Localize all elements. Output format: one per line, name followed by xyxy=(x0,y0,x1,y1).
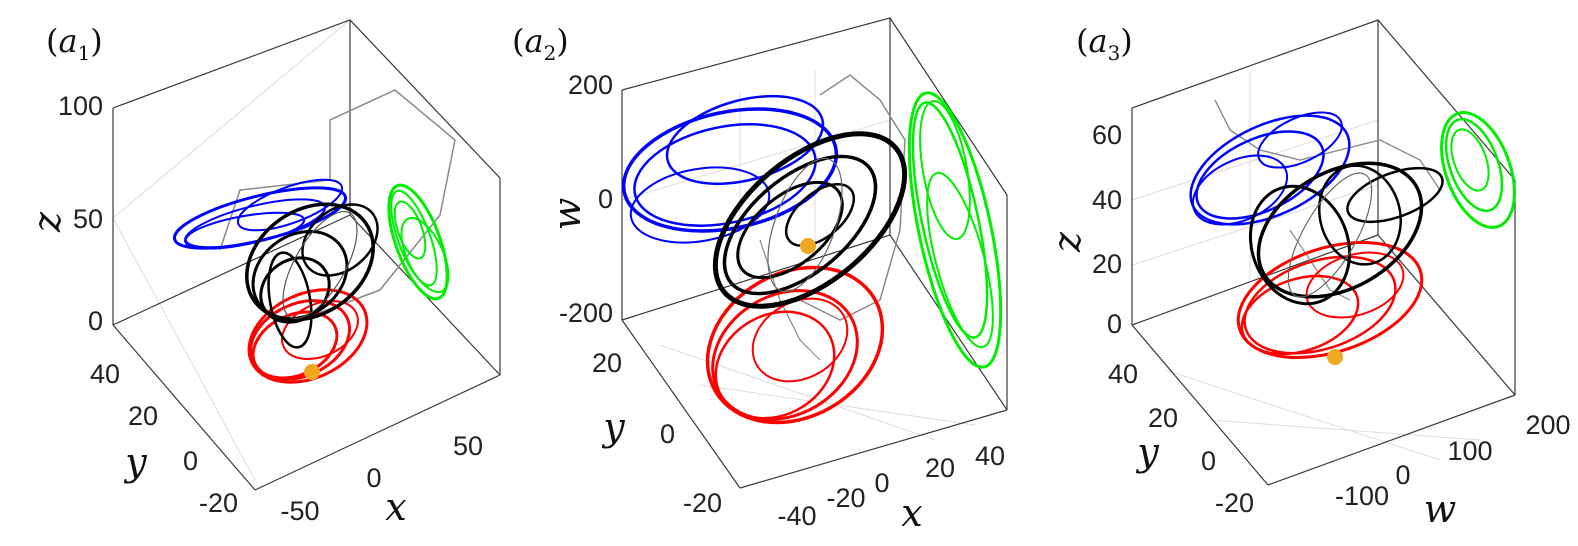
svg-text:20: 20 xyxy=(128,401,158,431)
svg-text:0: 0 xyxy=(183,446,198,476)
traj-black-a2 xyxy=(712,131,908,309)
svg-text:-20: -20 xyxy=(826,483,865,513)
marker-point-a2 xyxy=(800,238,816,254)
y-ticks-a2: 20 0 -20 xyxy=(592,348,722,518)
svg-text:20: 20 xyxy=(925,453,955,483)
svg-text:200: 200 xyxy=(568,70,613,100)
marker-point-a3 xyxy=(1327,349,1343,365)
w-axis-label-a3: w xyxy=(1424,487,1457,531)
svg-text:100: 100 xyxy=(1447,436,1492,466)
svg-text:50: 50 xyxy=(73,204,103,234)
y-ticks-a3: 40 20 0 -20 xyxy=(1108,359,1254,518)
y-axis-label-a2: y xyxy=(601,405,625,449)
svg-text:40: 40 xyxy=(975,441,1005,471)
z-axis-label-a1: z xyxy=(25,211,69,233)
connector-a1 xyxy=(219,89,456,321)
svg-text:40: 40 xyxy=(1108,359,1138,389)
axis-box-a3 xyxy=(1131,19,1516,486)
svg-text:60: 60 xyxy=(1092,120,1122,150)
x-axis-label-a2: x xyxy=(901,491,922,535)
traj-green-a1 xyxy=(387,183,450,301)
svg-text:-40: -40 xyxy=(777,501,816,531)
panel-label-a3: (a3) xyxy=(1076,22,1133,65)
svg-text:-100: -100 xyxy=(1335,481,1389,511)
svg-text:0: 0 xyxy=(660,419,675,449)
svg-text:40: 40 xyxy=(90,359,120,389)
axis-box-a1 xyxy=(112,19,501,491)
svg-text:-50: -50 xyxy=(280,496,319,526)
w-axis-label-a2: w xyxy=(545,198,589,231)
svg-text:200: 200 xyxy=(1525,410,1570,440)
x-ticks-a2: -40 -20 0 20 40 xyxy=(777,441,1005,531)
w-ticks-a3: -100 0 100 200 xyxy=(1335,410,1571,511)
traj-black-a3 xyxy=(1248,161,1444,306)
panel-label-a1: (a1) xyxy=(46,22,103,65)
marker-point-a1 xyxy=(304,364,320,380)
z-ticks-a1: 100 50 0 xyxy=(58,91,103,336)
z-ticks-a3: 60 40 20 0 xyxy=(1092,120,1122,339)
svg-text:100: 100 xyxy=(58,91,103,121)
svg-text:20: 20 xyxy=(1092,249,1122,279)
traj-green-a3 xyxy=(1440,111,1516,229)
y-axis-label-a1: y xyxy=(123,440,147,484)
svg-text:0: 0 xyxy=(88,306,103,336)
y-axis-label-a3: y xyxy=(1135,430,1159,474)
panel-a3: (a3) xyxy=(1045,19,1571,531)
svg-text:-200: -200 xyxy=(559,298,613,328)
svg-text:-20: -20 xyxy=(199,488,238,518)
w-ticks-a2: 200 0 -200 xyxy=(559,70,613,328)
svg-text:0: 0 xyxy=(366,463,381,493)
svg-text:40: 40 xyxy=(1092,185,1122,215)
traj-blue-a1 xyxy=(172,178,348,250)
traj-blue-a2 xyxy=(621,94,839,244)
panel-label-a2: (a2) xyxy=(512,22,569,65)
x-axis-label-a1: x xyxy=(385,485,406,529)
z-axis-label-a3: z xyxy=(1045,231,1089,253)
svg-text:0: 0 xyxy=(874,468,889,498)
panel-a2: (a2) xyxy=(512,17,1008,535)
svg-text:-20: -20 xyxy=(1215,488,1254,518)
svg-text:-20: -20 xyxy=(683,488,722,518)
svg-text:0: 0 xyxy=(1395,460,1410,490)
traj-red-a2 xyxy=(705,265,885,425)
svg-text:50: 50 xyxy=(453,431,483,461)
traj-green-a2 xyxy=(907,91,1003,369)
connector-a2 xyxy=(759,74,906,361)
svg-text:0: 0 xyxy=(598,184,613,214)
y-ticks-a1: 40 20 0 -20 xyxy=(90,359,238,518)
x-ticks-a1: -50 0 50 xyxy=(280,431,483,526)
svg-text:20: 20 xyxy=(1148,403,1178,433)
svg-text:20: 20 xyxy=(592,348,622,378)
traj-black-a1 xyxy=(245,202,379,349)
panel-a1: (a1) xyxy=(25,19,501,529)
svg-text:0: 0 xyxy=(1201,446,1216,476)
traj-red-a3 xyxy=(1236,240,1424,360)
svg-text:0: 0 xyxy=(1107,309,1122,339)
